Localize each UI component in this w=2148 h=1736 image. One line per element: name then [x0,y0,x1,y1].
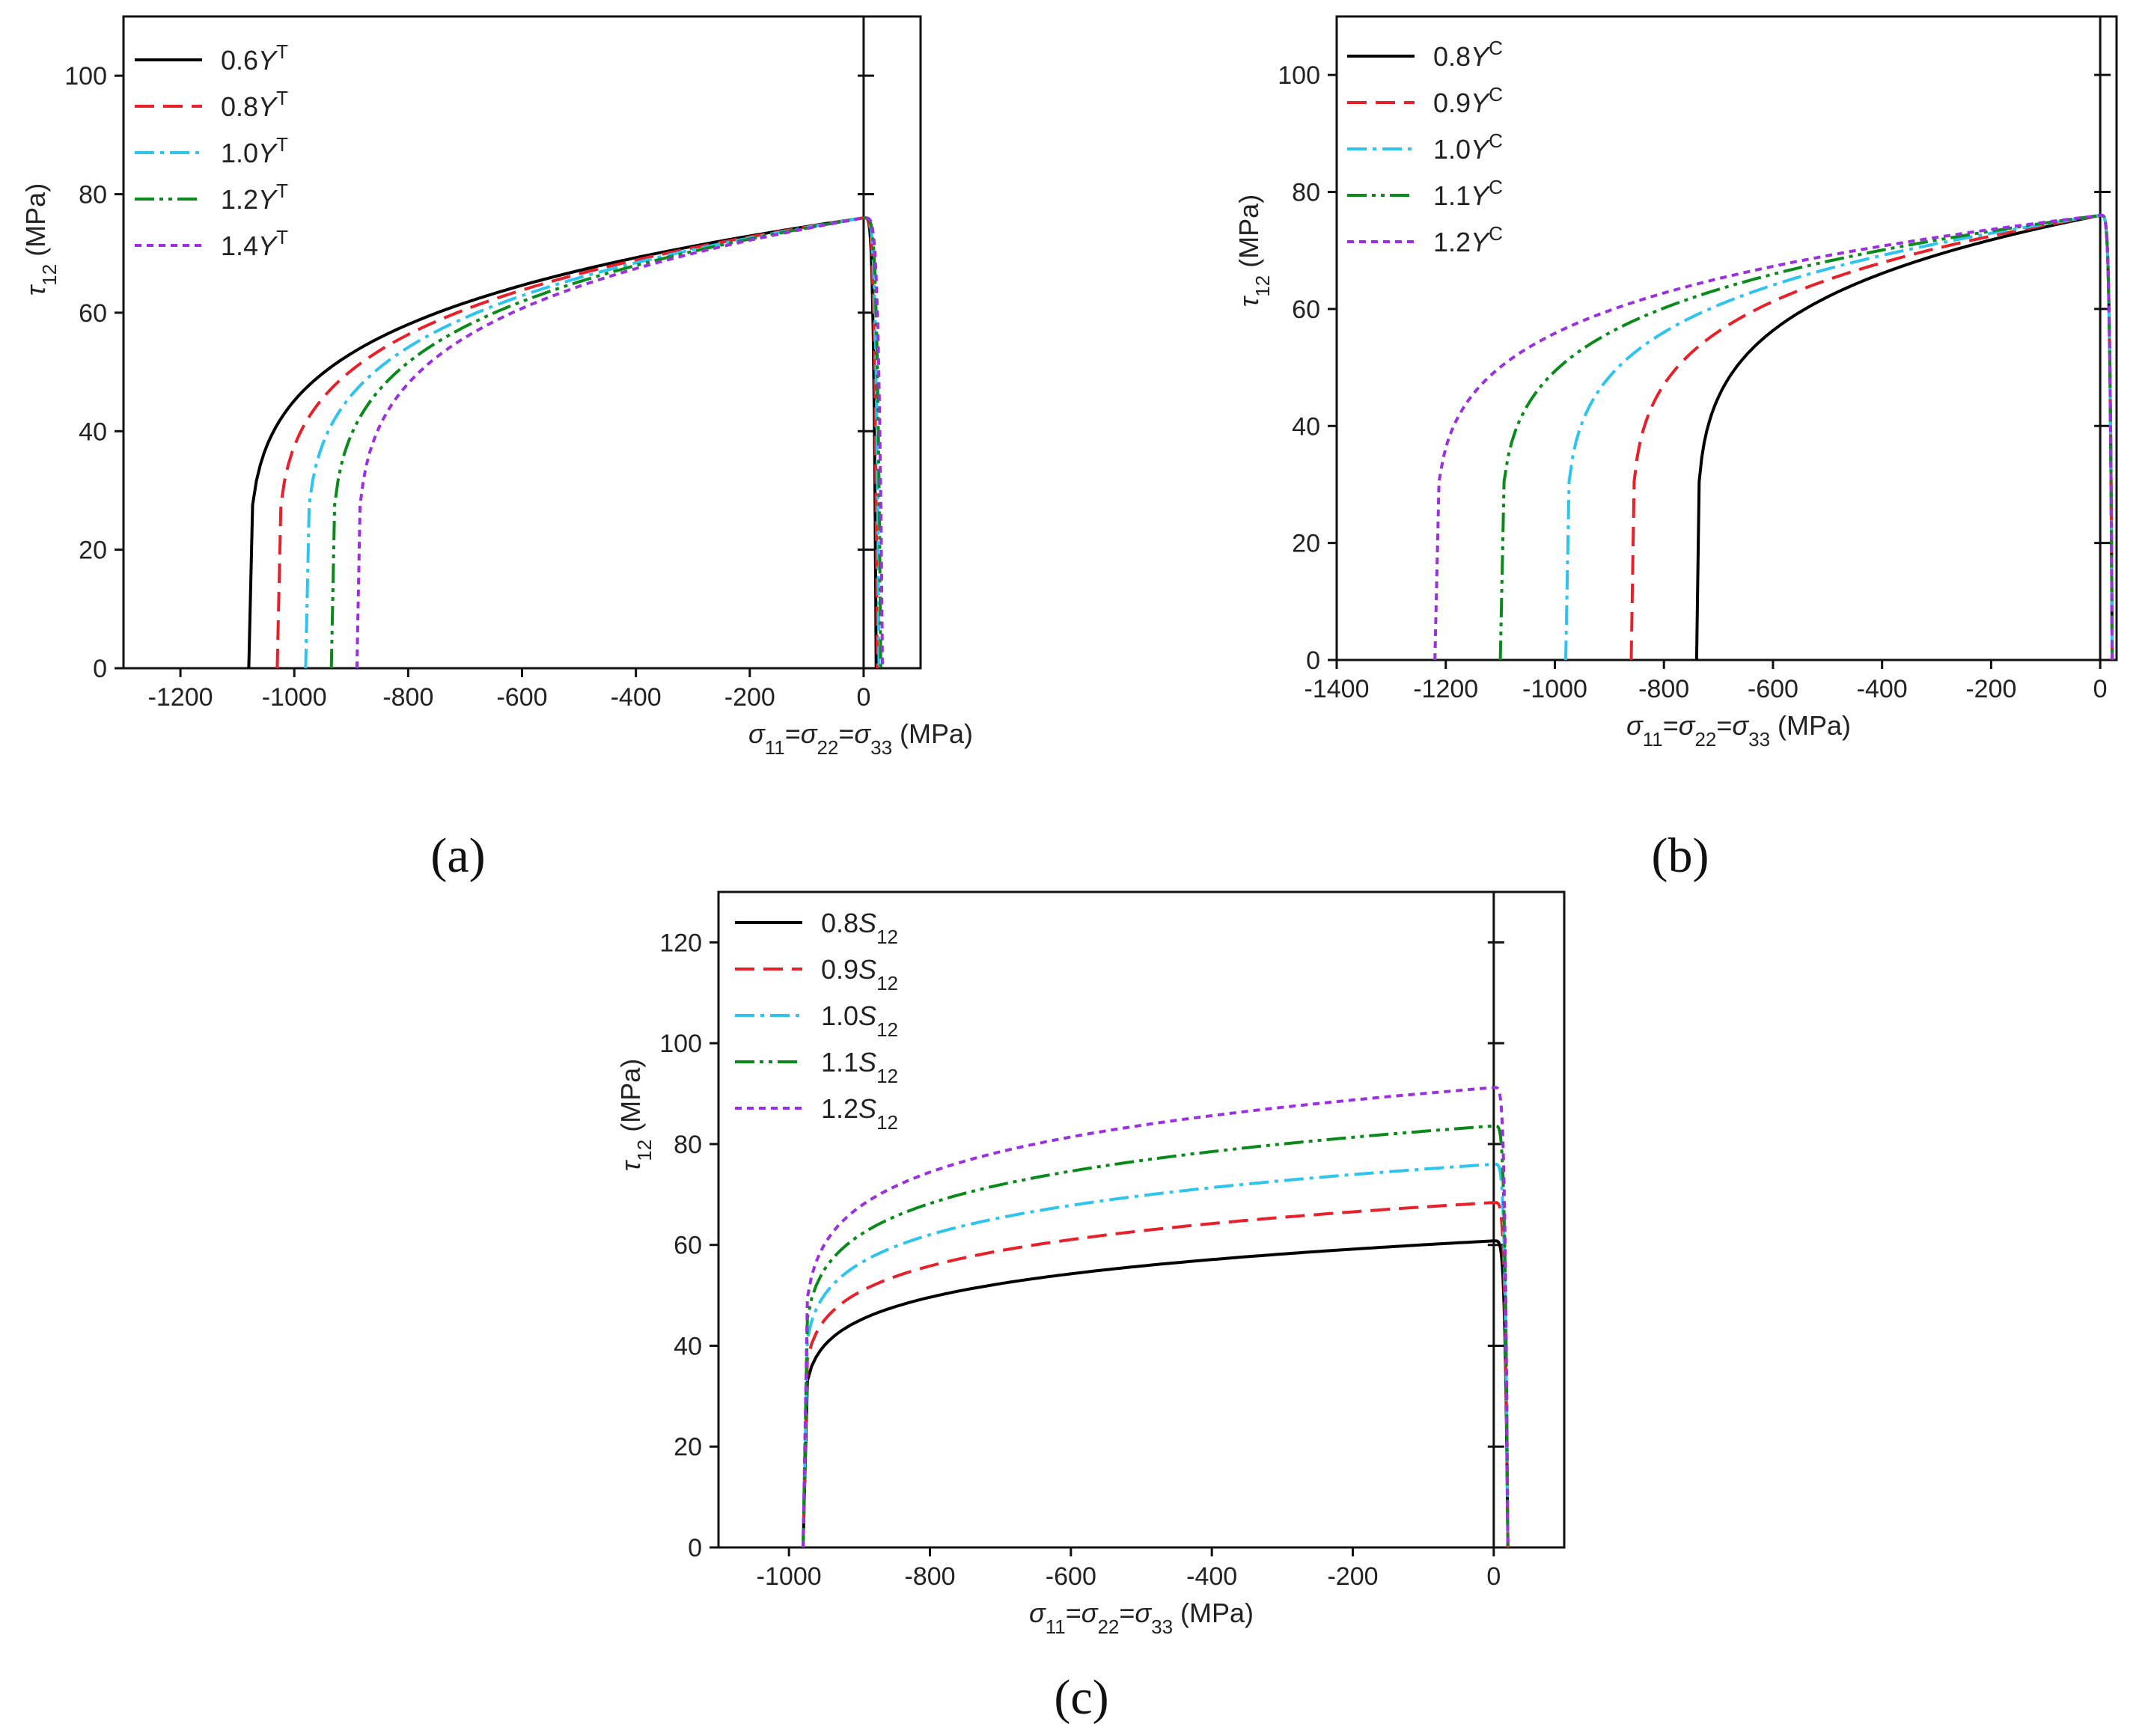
legend-entry: 1.0YT [221,133,288,168]
x-tick-label: -400 [611,683,662,712]
series-line-0.8S12 [802,1239,1510,1548]
legend-entry: 0.6YT [221,40,288,76]
legend-entry: 1.2YC [1433,222,1503,257]
panel-label-c: (c) [1054,1670,1108,1725]
panel-a: -1200 -1000 -800 -600 -400 -200 0 0 20 40 60 80 100 σ… [20,15,973,759]
x-tick-label: -400 [1857,675,1908,703]
x-tick-label: -400 [1186,1562,1237,1591]
y-tick-label: 120 [659,929,702,957]
panel-c: -1000 -800 -600 -400 -200 0 0 20 40 60 80 100 120 σ11… [615,890,1566,1638]
legend-entry: 0.9YC [1433,83,1503,118]
series-line-1.0YC [1564,213,2114,661]
legend-entry: 0.8YT [221,87,288,122]
series-line-0.8YC [1694,213,2114,661]
panel-label-a: (a) [430,828,485,883]
series-line-1.4YT [355,216,884,669]
y-tick-label: 100 [659,1030,702,1058]
y-tick-label: 80 [674,1131,702,1159]
x-axis-title: σ11=σ22=σ33 (MPa) [1029,1598,1254,1638]
legend-entry: 0.9S12 [821,954,898,994]
x-tick-label: -1400 [1305,675,1370,703]
x-tick-label: -600 [1046,1562,1096,1591]
legend-entry: 0.8S12 [821,908,898,948]
legend-entry: 1.1S12 [821,1047,898,1087]
x-tick-label: 0 [856,683,870,712]
series-line-1.2S12 [802,1086,1510,1548]
x-tick-label: 0 [2093,675,2108,703]
x-tick-label: -200 [1965,675,2016,703]
y-tick-label: 20 [79,537,107,565]
series-line-1.2YC [1433,213,2114,661]
y-tick-label: 0 [1306,647,1320,675]
series-line-1.0S12 [802,1162,1510,1548]
series-line-0.9YC [1629,213,2114,661]
x-tick-label: -1000 [757,1562,822,1591]
plot-frame [717,890,1566,1549]
x-tick-label: -800 [904,1562,955,1591]
y-axis-title: τ12 (MPa) [20,183,61,296]
legend-entry: 1.0YC [1433,129,1503,165]
y-tick-label: 100 [64,62,107,91]
x-tick-label: -200 [724,683,775,712]
x-tick-label: -600 [1748,675,1798,703]
y-tick-label: 100 [1278,61,1320,90]
y-tick-label: 20 [674,1433,702,1461]
panel-label-b: (b) [1652,828,1709,883]
legend-entry: 0.8YC [1433,37,1503,72]
legend-entry: 1.2S12 [821,1093,898,1134]
series-line-1.1YC [1498,213,2114,661]
x-axis-title: σ11=σ22=σ33 (MPa) [1626,710,1851,751]
legend-entry: 1.1YC [1433,176,1503,211]
x-axis-title: σ11=σ22=σ33 (MPa) [748,718,973,759]
legend-entry: 1.4YT [221,226,288,261]
series-line-0.6YT [247,216,878,669]
plot-frame [1335,15,2118,661]
y-tick-label: 80 [1292,179,1320,207]
y-tick-label: 80 [79,181,107,210]
legend-entry: 1.2YT [221,180,288,215]
y-tick-label: 40 [79,418,107,446]
y-tick-label: 0 [93,655,107,683]
y-tick-label: 60 [79,299,107,328]
y-axis-title: τ12 (MPa) [615,1059,656,1171]
x-tick-label: 0 [1486,1562,1501,1591]
legend-entry: 1.0S12 [821,1000,898,1041]
x-tick-label: -600 [496,683,547,712]
y-axis-title: τ12 (MPa) [1233,195,1274,307]
x-tick-label: -1200 [148,683,213,712]
x-tick-label: -1000 [1522,675,1587,703]
y-tick-label: 40 [1292,412,1320,441]
y-tick-label: 20 [1292,530,1320,558]
y-tick-label: 60 [674,1232,702,1260]
y-tick-label: 40 [674,1332,702,1360]
panel-b: -1400 -1200 -1000 -800 -600 -400 -200 0 0 20 40 60 8… [1233,15,2118,751]
x-tick-label: -200 [1327,1562,1378,1591]
series-line-1.1S12 [802,1124,1510,1548]
x-tick-label: -800 [382,683,433,712]
y-tick-label: 60 [1292,296,1320,324]
series-line-1.2YT [329,216,882,669]
x-tick-label: -800 [1638,675,1689,703]
series-line-1.0YT [304,216,881,669]
x-tick-label: -1000 [262,683,327,712]
x-tick-label: -1200 [1413,675,1478,703]
y-tick-label: 0 [688,1534,702,1562]
series-line-0.9S12 [802,1201,1510,1548]
